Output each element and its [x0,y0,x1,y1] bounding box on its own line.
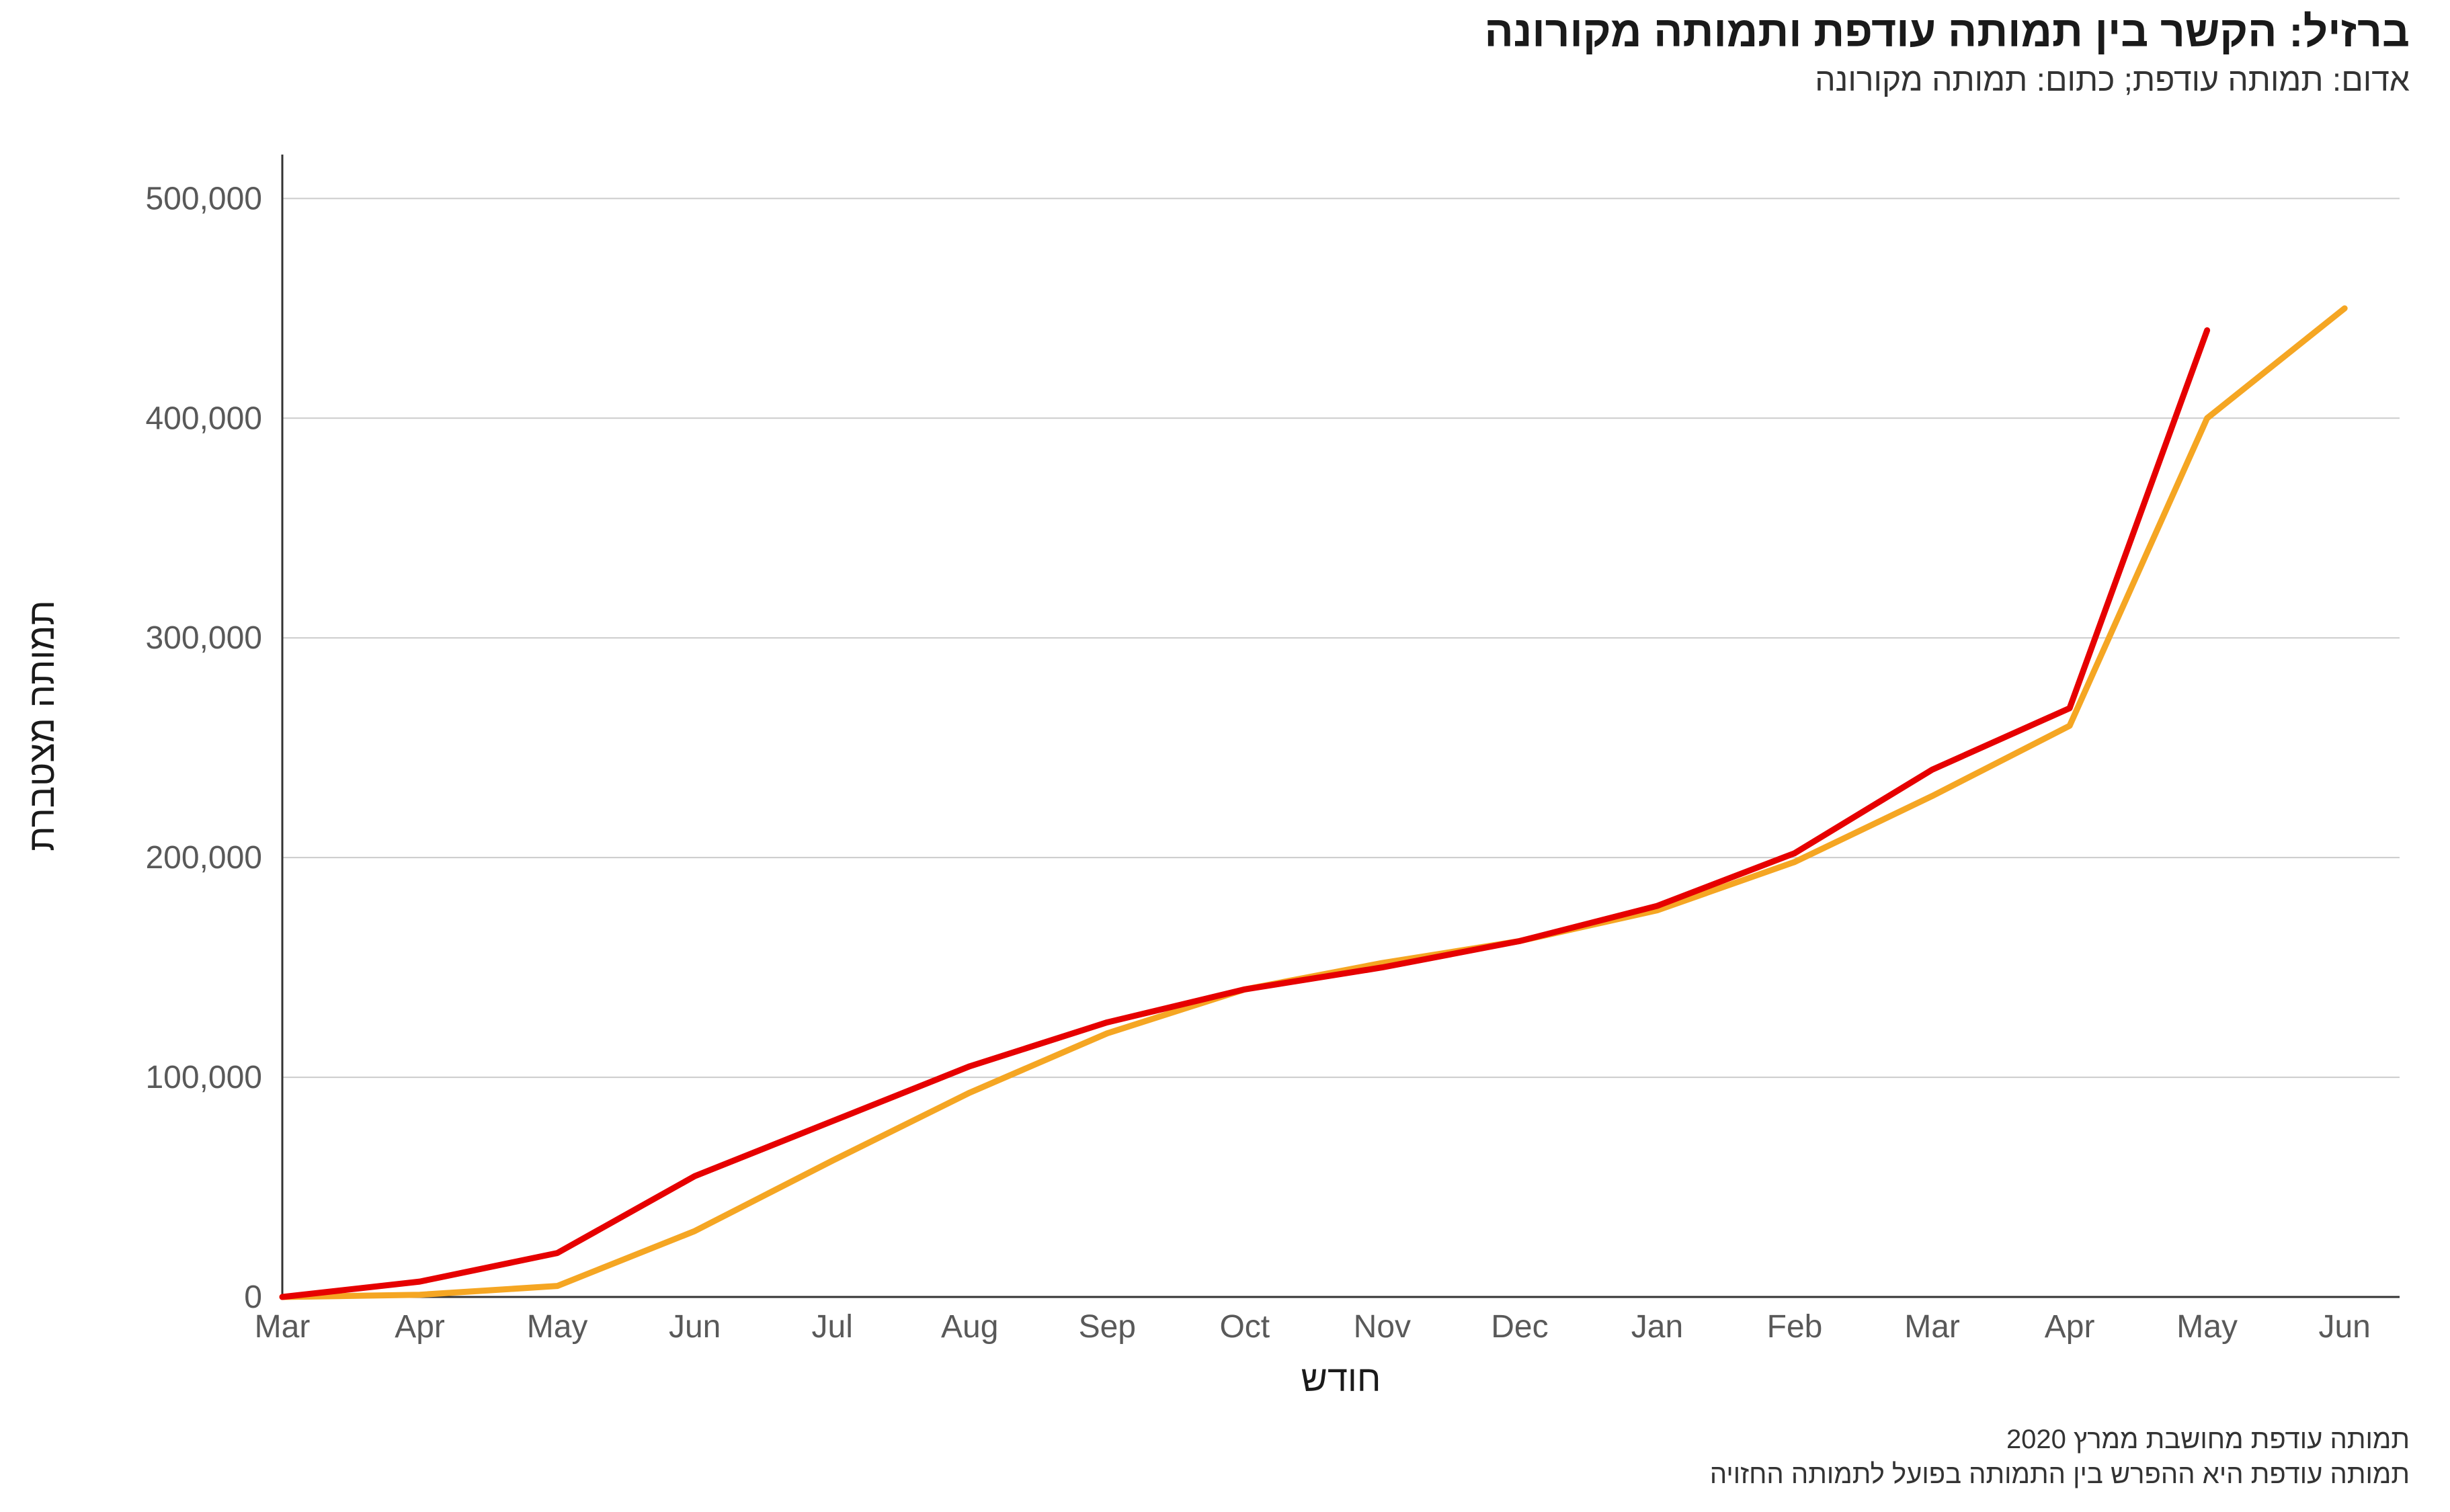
x-tick-label: Oct [1219,1309,1270,1345]
x-tick-label: Dec [1491,1309,1548,1345]
x-tick-label: Mar [255,1309,311,1345]
y-tick-label: 500,000 [145,181,262,216]
x-tick-label: May [2176,1309,2238,1345]
x-tick-label: Aug [941,1309,998,1345]
y-axis-title: תמותה מצטברת [22,600,62,851]
footer-line-2: תמותה עודפת היא ההפרש בין התמותה בפועל ל… [1710,1457,2410,1492]
x-tick-label: Jun [2318,1309,2370,1345]
x-tick-label: Jun [669,1309,721,1345]
chart-plot: 0100,000200,000300,000400,000500,000MarA… [0,0,2450,1499]
footer-block: תמותה עודפת מחושבת ממרץ 2020 תמותה עודפת… [1710,1422,2410,1492]
series-covid-mortality [282,308,2344,1297]
y-tick-label: 300,000 [145,620,262,656]
x-tick-label: Jul [812,1309,853,1345]
series-excess-mortality [282,331,2207,1297]
x-tick-label: Apr [2045,1309,2095,1345]
x-tick-label: Sep [1079,1309,1136,1345]
x-axis-title: חודש [1301,1359,1381,1399]
x-tick-label: May [527,1309,588,1345]
footer-line-1: תמותה עודפת מחושבת ממרץ 2020 [1710,1422,2410,1457]
x-tick-label: Feb [1767,1309,1823,1345]
y-tick-label: 100,000 [145,1060,262,1095]
y-tick-label: 200,000 [145,840,262,876]
y-tick-label: 400,000 [145,401,262,436]
x-tick-label: Mar [1904,1309,1960,1345]
page: ברזיל: הקשר בין תמותה עודפת ותמותה מקורו… [0,0,2450,1512]
x-tick-label: Apr [395,1309,445,1345]
x-tick-label: Nov [1354,1309,1411,1345]
x-tick-label: Jan [1631,1309,1683,1345]
